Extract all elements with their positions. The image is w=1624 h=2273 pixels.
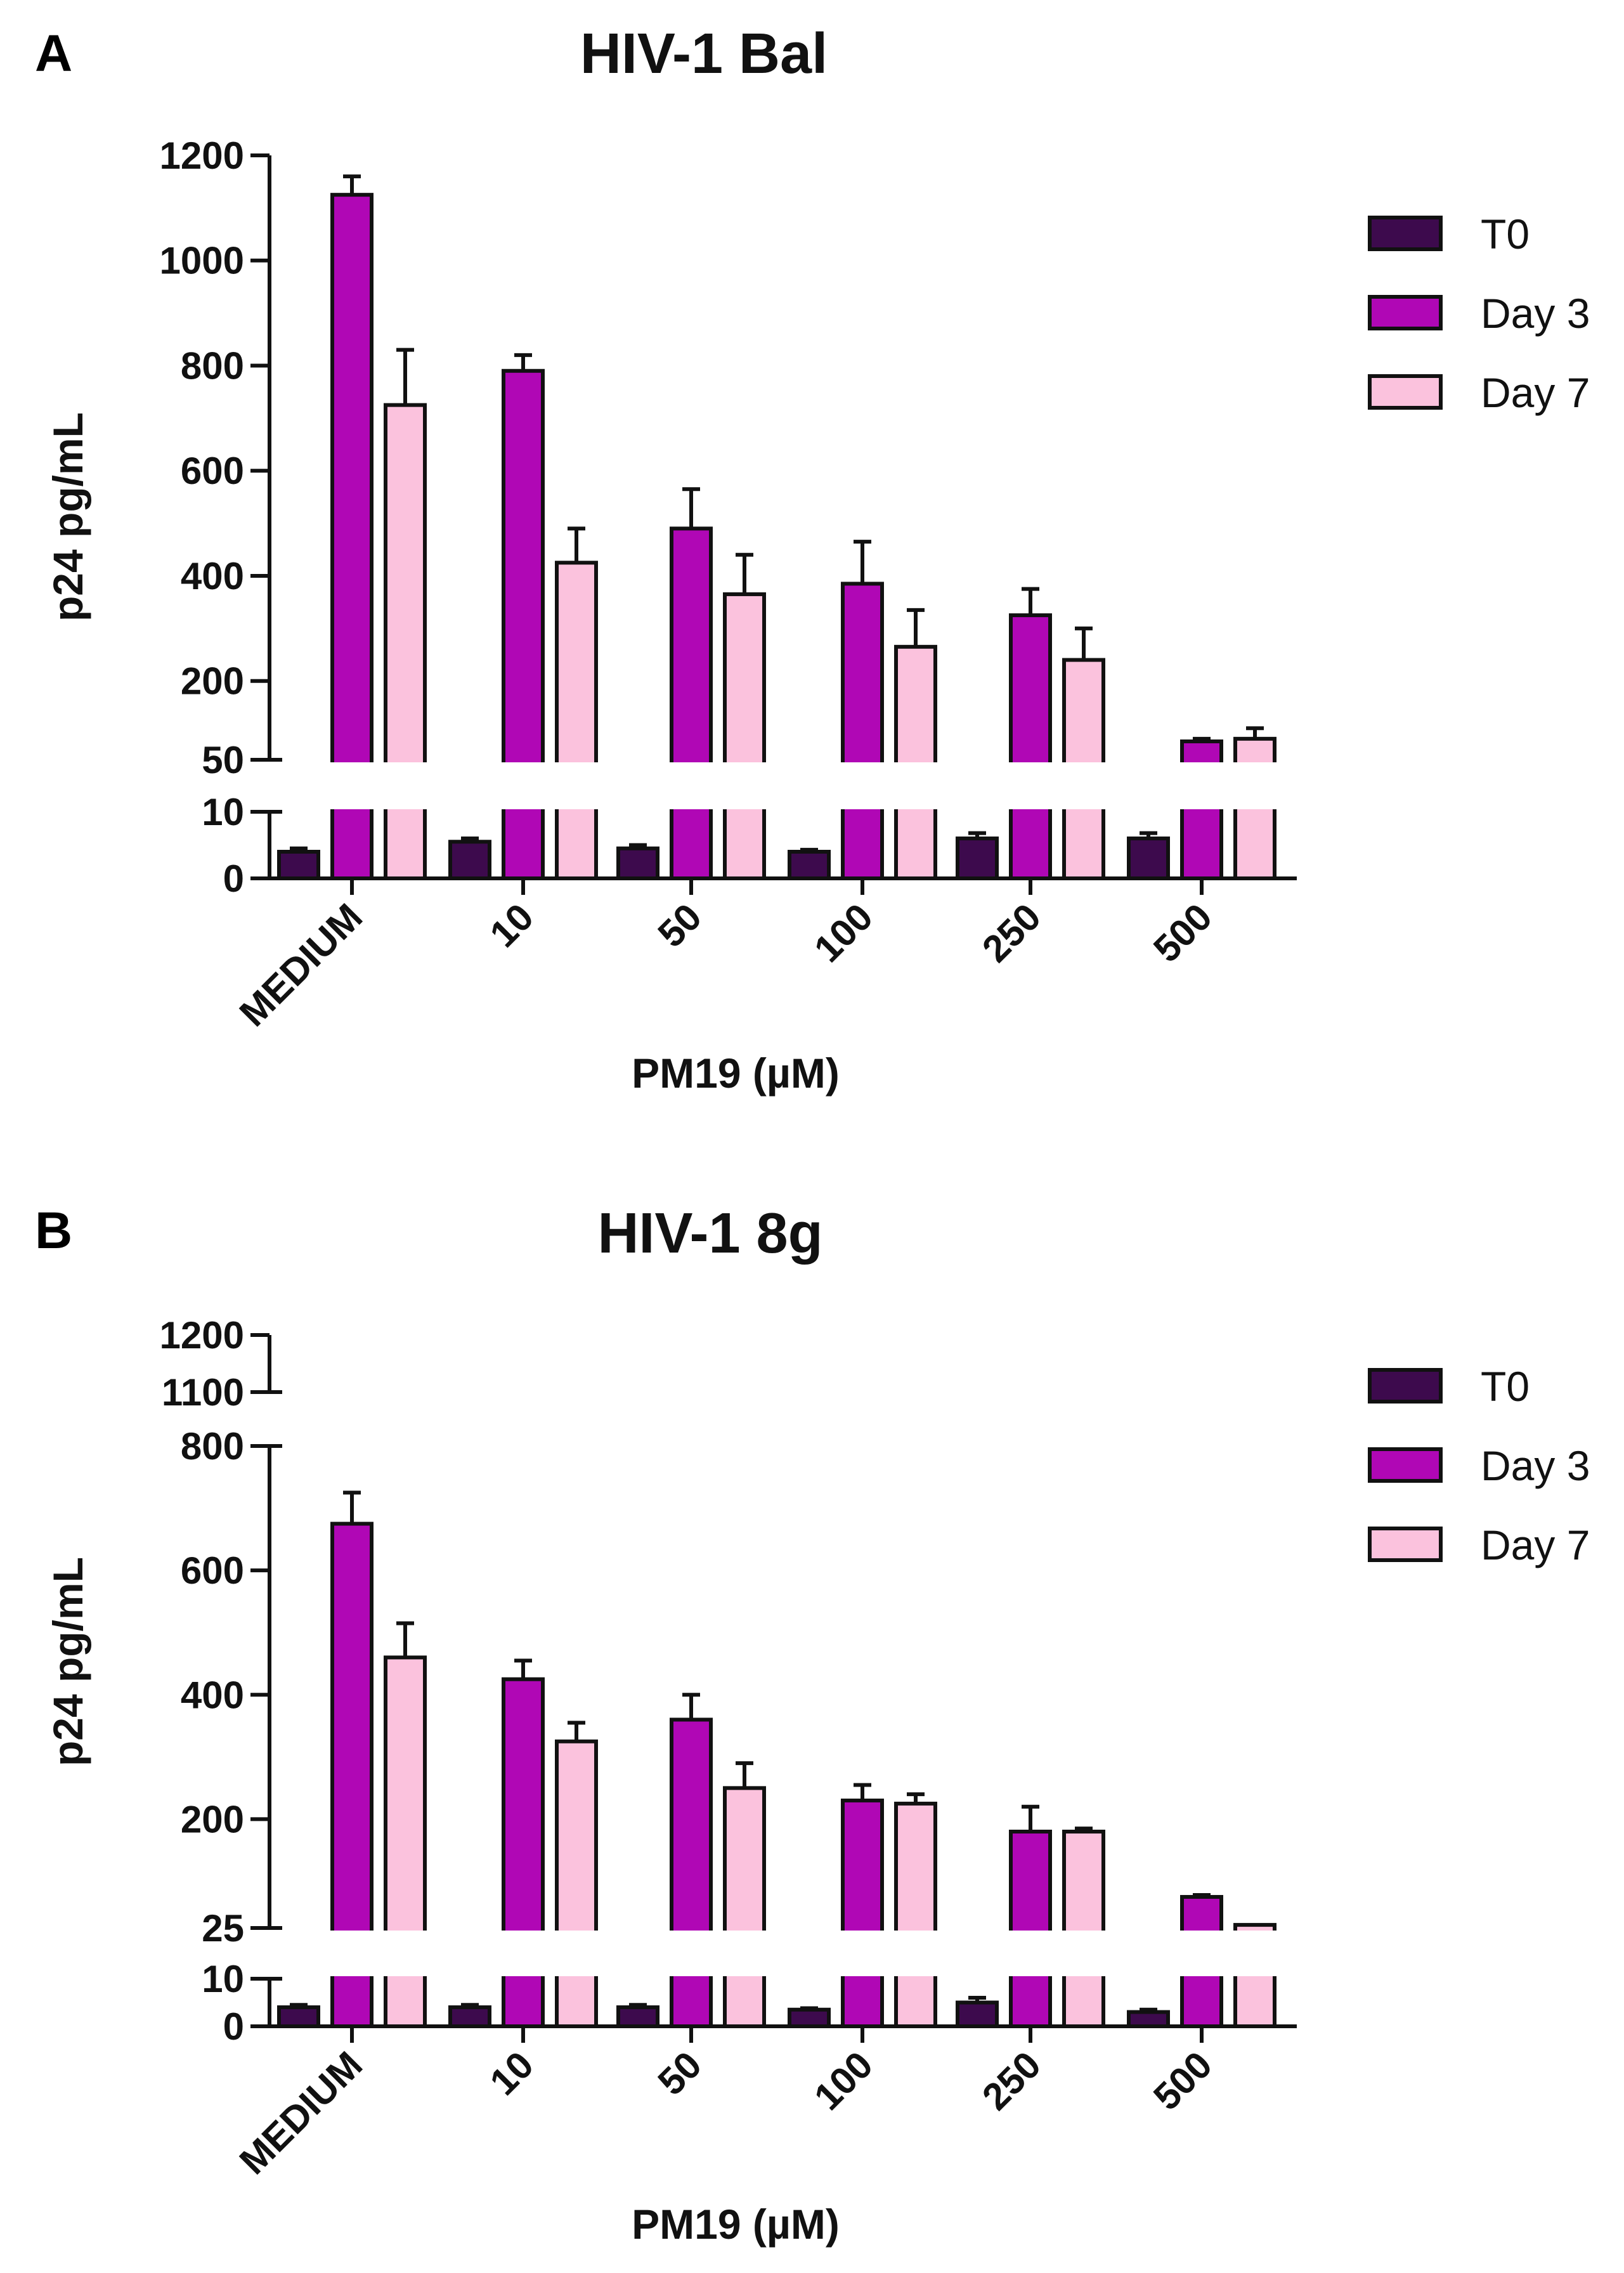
y-tick-label: 50: [202, 739, 244, 781]
x-category-label: 10: [482, 2043, 542, 2104]
x-category-label: 100: [806, 896, 881, 970]
bar-t0: [788, 2007, 831, 2028]
panel-b: B HIV-1 8g 0 10 25 200 400 600 800 1100 1200 MEDIUM…: [35, 1202, 1590, 2248]
y-tick-label: 10: [202, 791, 244, 833]
chart-title: HIV-1 8g: [597, 1202, 822, 1265]
panel-a: A HIV-1 Bal 0 10 50 200 400 600 800 1000 1200 MEDIU…: [35, 22, 1590, 1097]
bar-day-3: [841, 582, 884, 880]
bar-t0: [956, 2000, 999, 2028]
y-tick-label: 1100: [162, 1371, 244, 1414]
x-category-label: 250: [974, 896, 1049, 970]
y-tick-label: 0: [223, 2005, 244, 2048]
bar-day-3: [670, 526, 713, 880]
legend-label: Day 3: [1481, 290, 1590, 337]
bar-day-7: [723, 592, 766, 880]
y-axis-label: p24 pg/mL: [44, 412, 91, 622]
x-category-label: 500: [1145, 896, 1220, 970]
y-tick-label: 600: [181, 1549, 244, 1592]
y-axis-label: p24 pg/mL: [44, 1557, 91, 1766]
legend-label: Day 7: [1481, 1521, 1590, 1568]
y-tick-label: 200: [181, 660, 244, 703]
bar-t0: [956, 837, 999, 880]
bar-day-7: [555, 1739, 598, 2028]
legend-swatch: [1368, 374, 1443, 410]
y-tick-label: 1000: [160, 240, 244, 282]
y-tick-label: 1200: [160, 134, 244, 177]
bar-t0: [448, 2005, 491, 2028]
axis-break-gap: [272, 1931, 1299, 1976]
bar-day-7: [555, 561, 598, 880]
axis-break-gap: [272, 762, 1299, 809]
legend-label: Day 7: [1481, 369, 1590, 416]
legend-swatch: [1368, 1527, 1443, 1562]
bar-day-3: [841, 1798, 884, 2029]
x-category-label: 10: [482, 896, 542, 956]
bar-day-3: [1009, 613, 1052, 880]
y-tick-label: 400: [181, 1674, 244, 1716]
legend-label: T0: [1481, 211, 1530, 257]
bar-t0: [788, 850, 831, 880]
bar-day-3: [1180, 739, 1223, 880]
chart-title: HIV-1 Bal: [580, 22, 828, 86]
x-category-label: 50: [650, 896, 710, 956]
y-tick-label: 1200: [160, 1314, 244, 1357]
y-tick-label: 400: [181, 555, 244, 597]
bar-day-7: [723, 1786, 766, 2028]
bar-day-7: [894, 1801, 937, 2028]
legend-swatch: [1368, 1447, 1443, 1483]
y-tick-label: 800: [181, 344, 244, 387]
x-category-label: 100: [806, 2043, 881, 2118]
x-category-label: MEDIUM: [231, 2043, 370, 2182]
panel-letter: A: [35, 25, 72, 82]
y-tick-label: 200: [181, 1798, 244, 1840]
bar-t0: [616, 2005, 659, 2028]
legend-label: T0: [1481, 1363, 1530, 1410]
bar-day-7: [1062, 1830, 1105, 2028]
y-tick-label: 10: [202, 1958, 244, 2000]
legend-label: Day 3: [1481, 1442, 1590, 1489]
x-category-label: 500: [1145, 2043, 1220, 2118]
y-tick-label: 600: [181, 450, 244, 492]
panel-letter: B: [35, 1202, 72, 1260]
x-category-label: MEDIUM: [231, 896, 370, 1034]
legend-swatch: [1368, 295, 1443, 330]
x-axis-label: PM19 (µM): [632, 1050, 840, 1097]
legend-swatch: [1368, 1368, 1443, 1404]
x-category-label: 250: [974, 2043, 1049, 2118]
x-category-label: 50: [650, 2043, 710, 2104]
bar-day-3: [1009, 1830, 1052, 2028]
bar-day-3: [670, 1717, 713, 2029]
bar-t0: [1127, 2010, 1170, 2028]
y-tick-label: 25: [202, 1907, 244, 1950]
x-axis-label: PM19 (µM): [632, 2201, 840, 2248]
bar-t0: [616, 846, 659, 880]
bar-t0: [277, 2005, 320, 2028]
bar-t0: [1127, 837, 1170, 880]
bar-t0: [277, 850, 320, 880]
y-tick-label: 0: [223, 857, 244, 900]
bar-t0: [448, 840, 491, 880]
axis-break-gap: [272, 1395, 1299, 1443]
y-tick-label: 800: [181, 1425, 244, 1468]
legend-swatch: [1368, 216, 1443, 251]
